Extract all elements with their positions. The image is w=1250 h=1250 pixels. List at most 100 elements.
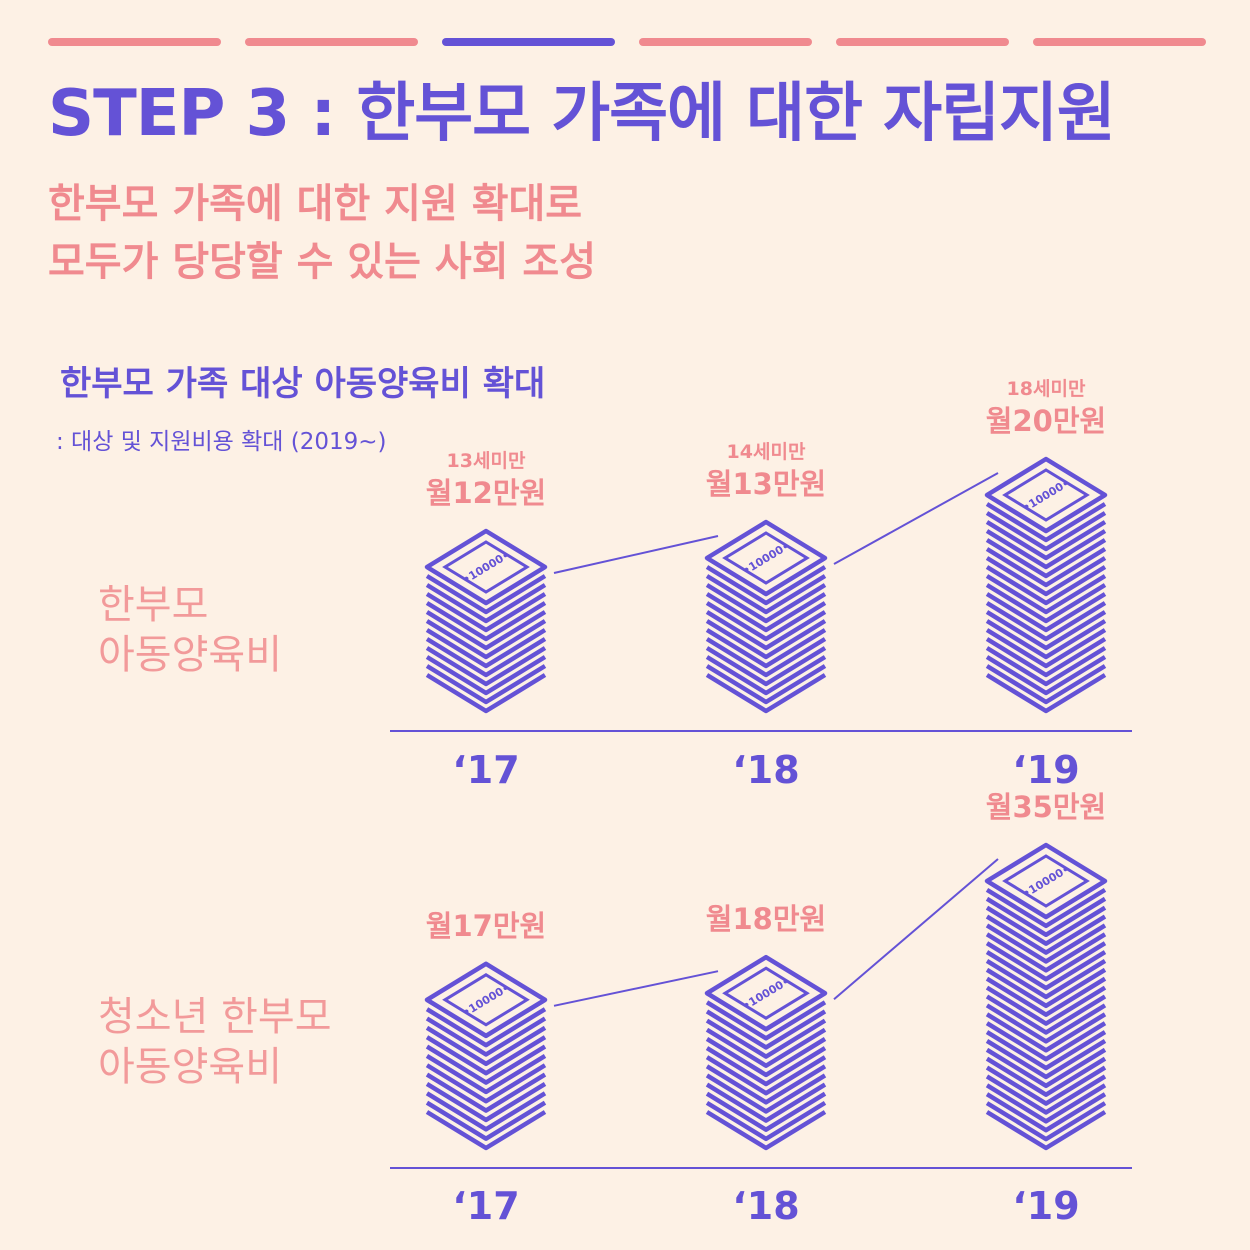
- bill-inner-border: [1002, 854, 1090, 908]
- bill-edge: [985, 1056, 1107, 1097]
- bill-edge: [985, 673, 1107, 714]
- data-label: 월13만원: [706, 467, 826, 501]
- step-indicator-6: [1033, 38, 1206, 46]
- bill-edge: [425, 601, 547, 642]
- bill-edge: [985, 637, 1107, 678]
- page-title: STEP 3 : 한부모 가족에 대한 자립지원: [48, 77, 1116, 151]
- bill-edge: [705, 655, 827, 696]
- bill-edge: [705, 646, 827, 687]
- bill-edge: [985, 556, 1107, 597]
- bill-edge: [985, 520, 1107, 561]
- subtitle-line-2: 모두가 당당할 수 있는 사회 조성: [48, 239, 597, 285]
- x-tick-label: ‘17: [452, 1184, 519, 1228]
- row-label-line-1: 한부모: [98, 582, 209, 628]
- bill-edge: [705, 1073, 827, 1114]
- bill-edge: [425, 619, 547, 660]
- bill-edge: [425, 1063, 547, 1104]
- bill-edge: [985, 601, 1107, 642]
- bill-top: [424, 961, 548, 1039]
- bill-edge: [985, 610, 1107, 651]
- bill-edge: [705, 574, 827, 615]
- x-tick-label: ‘18: [732, 1184, 799, 1228]
- row-label-line-1: 청소년 한부모: [98, 994, 332, 1040]
- x-tick-label: ‘18: [732, 748, 799, 792]
- row-label-single-parent: 한부모 아동양육비: [98, 580, 282, 680]
- bill-edge: [425, 1100, 547, 1141]
- money-stack-bar: •10000•: [424, 528, 548, 714]
- bill-edge: [425, 1053, 547, 1095]
- bill-edge: [425, 637, 547, 678]
- bill-edge: [705, 1064, 827, 1105]
- bill-edge: [425, 628, 547, 669]
- bill-edge: [985, 619, 1107, 660]
- bill-edge: [705, 592, 827, 633]
- bill-edge: [985, 1039, 1107, 1080]
- bill-edge: [985, 574, 1107, 615]
- bill-edge: [985, 511, 1107, 552]
- trend-connector: [833, 472, 999, 565]
- bill-edge: [985, 1074, 1107, 1115]
- bill-edge: [985, 1083, 1107, 1124]
- bill-edge: [985, 1047, 1107, 1089]
- bill-edge: [425, 1035, 547, 1076]
- bill-edge: [705, 1000, 827, 1041]
- bill-edge: [425, 574, 547, 615]
- bill-top: [424, 528, 548, 606]
- row-label-teen-parent: 청소년 한부모 아동양육비: [98, 992, 332, 1092]
- bill-edge: [425, 1110, 547, 1151]
- bill-edge: [705, 1036, 827, 1078]
- subtitle-line-1: 한부모 가족에 대한 지원 확대로: [48, 181, 583, 227]
- bill-edge: [425, 1091, 547, 1132]
- step-progress: [48, 38, 1208, 46]
- bill-edge: [425, 592, 547, 633]
- row-label-line-2: 아동양육비: [98, 632, 282, 678]
- bill-edge: [985, 941, 1107, 982]
- bill-edge: [985, 923, 1107, 964]
- bill-edge: [425, 1016, 547, 1057]
- eligibility-label: 13세미만: [447, 450, 526, 472]
- bill-edge: [705, 1018, 827, 1059]
- step-indicator-4: [639, 38, 812, 46]
- section-title: 한부모 가족 대상 아동양육비 확대: [60, 364, 546, 404]
- bill-edge: [705, 673, 827, 714]
- bill-edge: [705, 565, 827, 606]
- data-label: 월18만원: [706, 902, 826, 936]
- section-note: : 대상 및 지원비용 확대 (2019~): [56, 429, 387, 455]
- money-stack-bar: •10000•: [704, 954, 828, 1151]
- bill-edge: [985, 592, 1107, 633]
- bill-edge: [425, 610, 547, 651]
- bill-edge: [985, 565, 1107, 606]
- bill-edge: [425, 1044, 547, 1085]
- bill-top: [984, 456, 1108, 534]
- bill-edge: [425, 655, 547, 696]
- bill-edge: [425, 1072, 547, 1113]
- bill-edge: [985, 985, 1107, 1026]
- bill-edge: [985, 967, 1107, 1009]
- bill-inner-border: [442, 973, 530, 1027]
- x-tick-label: ‘19: [1012, 1184, 1079, 1228]
- bill-edge: [985, 1021, 1107, 1062]
- bill-edge: [985, 646, 1107, 687]
- step-indicator-3: [442, 38, 615, 46]
- bill-edge: [985, 905, 1107, 946]
- bill-edge: [705, 637, 827, 678]
- bill-edge: [985, 1012, 1107, 1053]
- page-subtitle: 한부모 가족에 대한 지원 확대로 모두가 당당할 수 있는 사회 조성: [48, 175, 596, 291]
- bill-edge: [705, 1027, 827, 1069]
- data-label: 월35만원: [986, 790, 1106, 824]
- bill-edge: [985, 538, 1107, 579]
- trend-connector: [833, 858, 999, 1000]
- bill-edge: [985, 976, 1107, 1017]
- row-label-line-2: 아동양육비: [98, 1044, 282, 1090]
- bill-edge: [705, 619, 827, 660]
- bill-edge: [705, 1091, 827, 1132]
- bill-inner-border: [1002, 468, 1090, 522]
- bill-inner-border: [722, 531, 810, 585]
- bill-edge: [985, 628, 1107, 669]
- bill-edge: [985, 583, 1107, 624]
- bill-inner-border: [722, 966, 810, 1020]
- bill-edge: [705, 1046, 827, 1087]
- bill-edge: [985, 896, 1107, 938]
- bill-edge: [705, 628, 827, 669]
